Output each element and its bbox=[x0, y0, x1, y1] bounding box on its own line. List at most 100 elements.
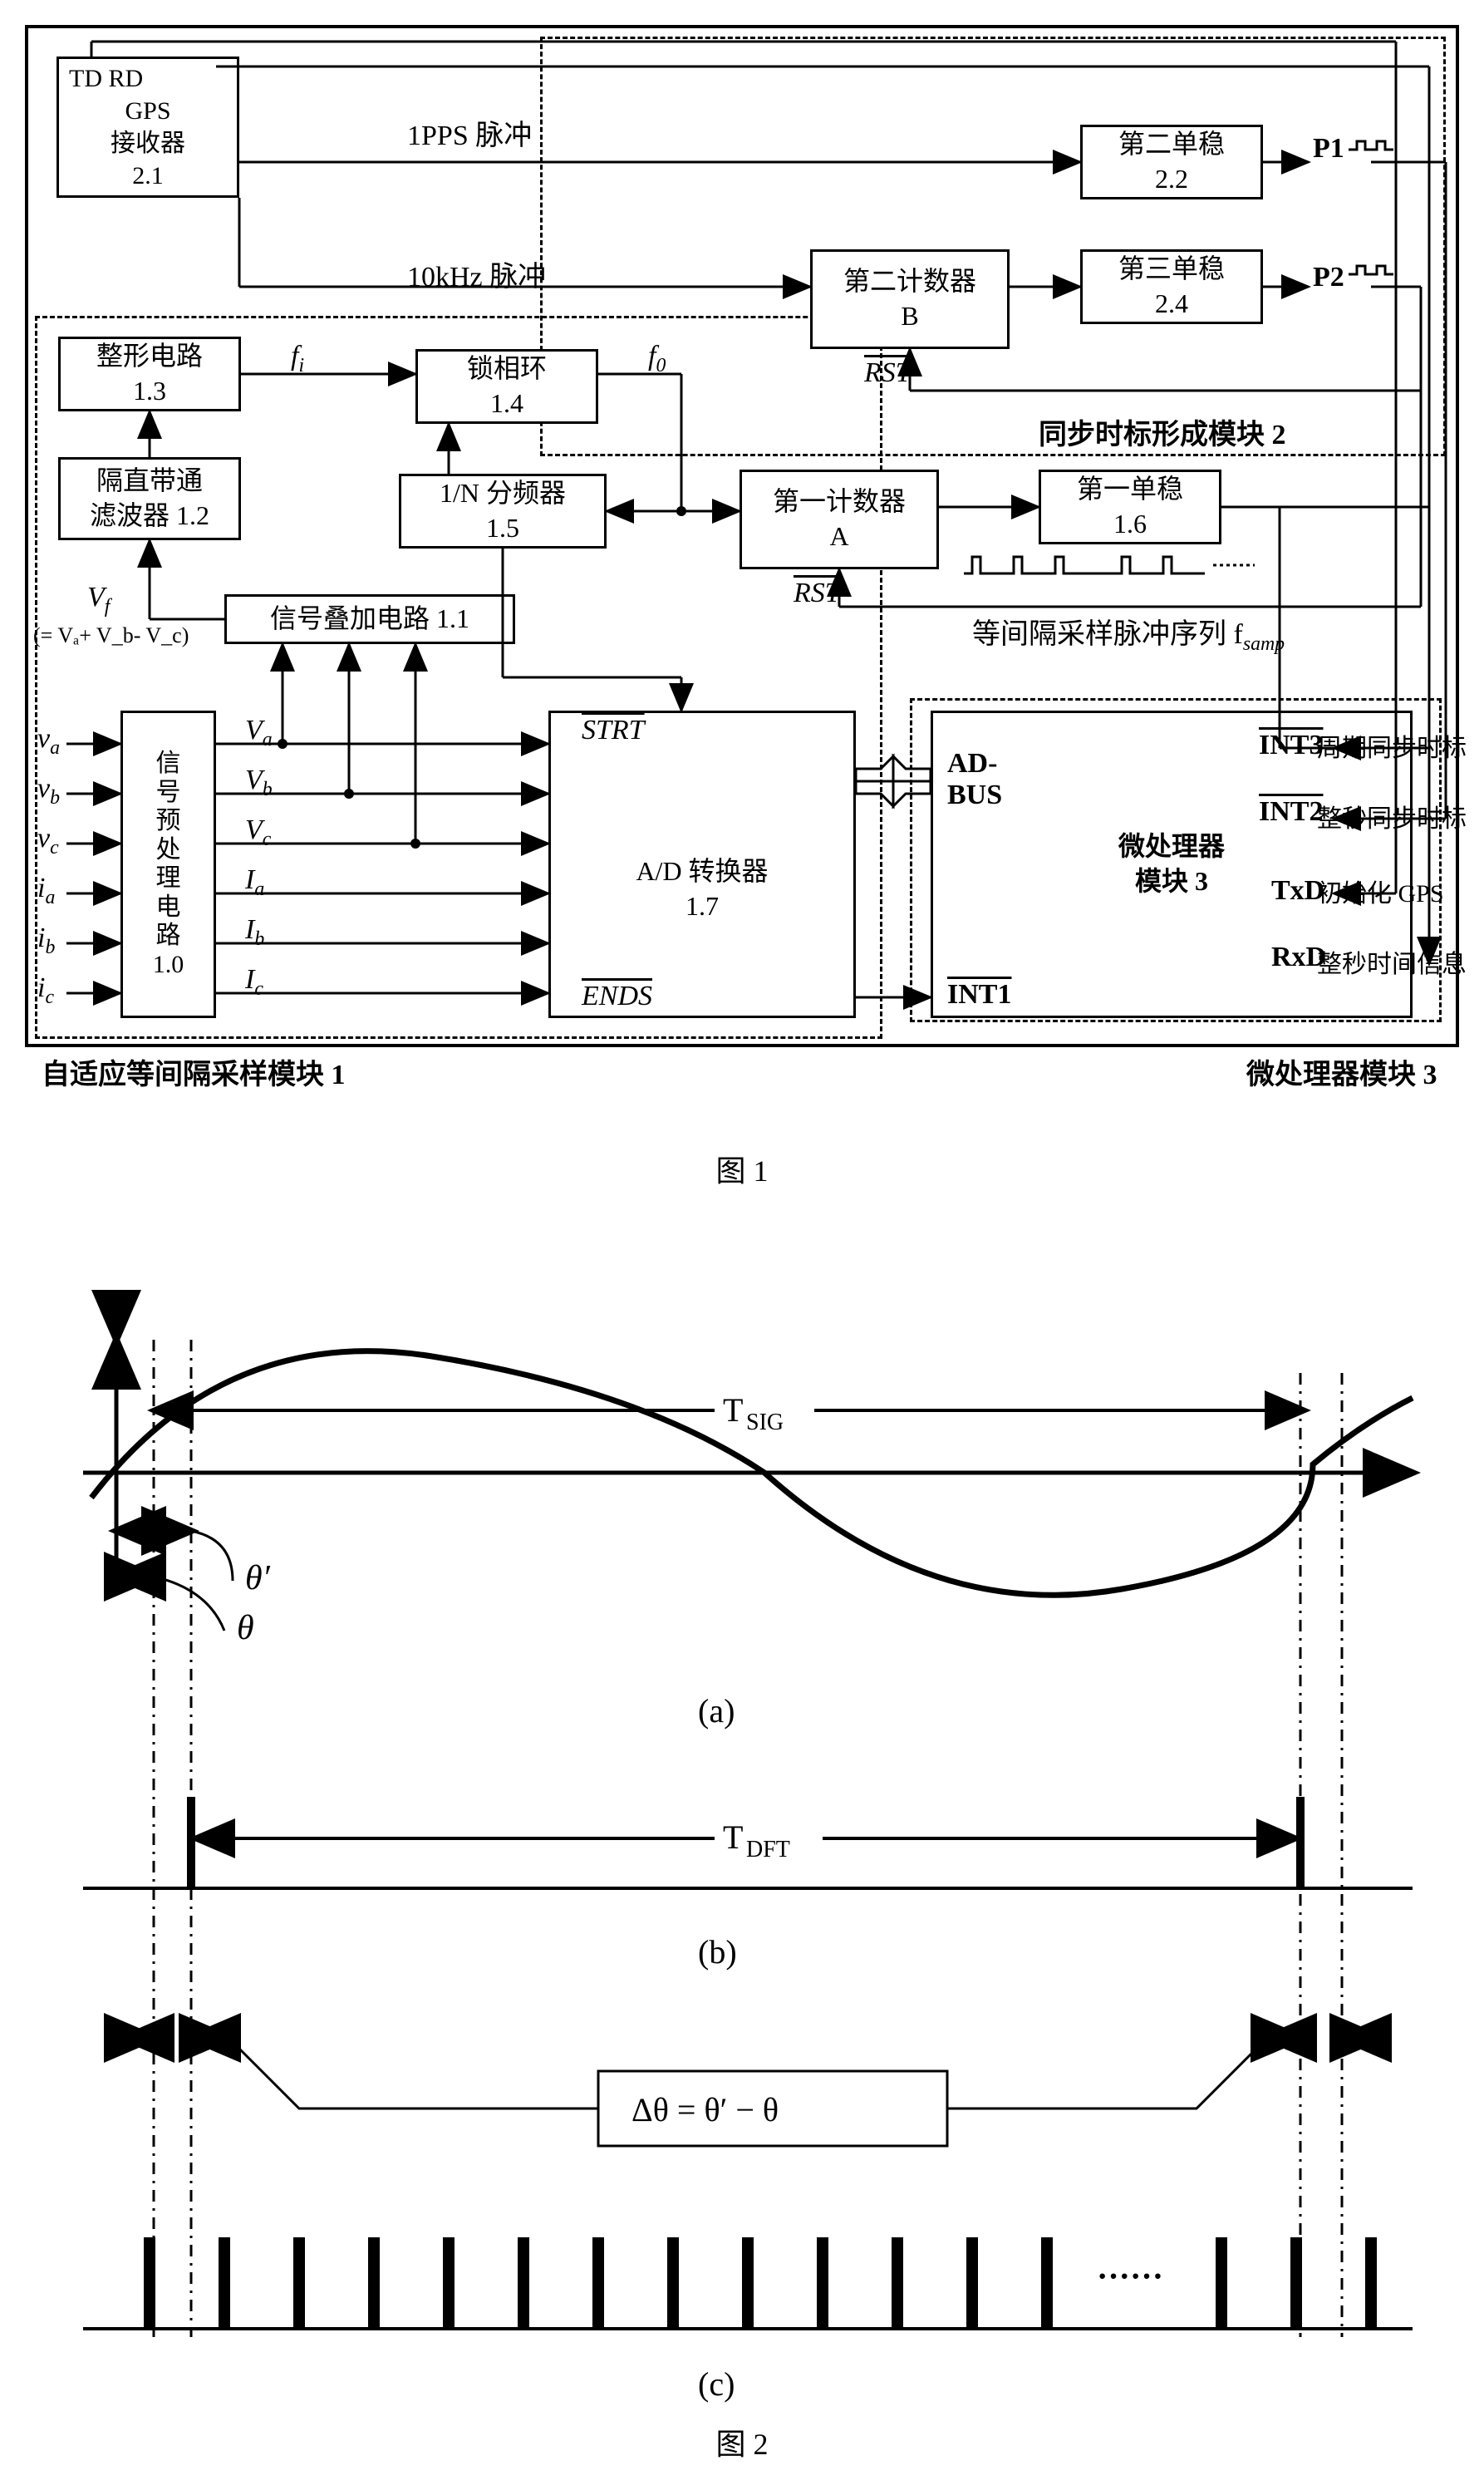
adc-l1: A/D 转换器 bbox=[636, 854, 768, 889]
label-vfeq: (= Vₐ+ V_b- V_c) bbox=[33, 623, 189, 648]
dc-block-bpf: 隔直带通 滤波器 1.2 bbox=[58, 457, 241, 540]
b2cnt-l1: 第二计数器 bbox=[843, 264, 976, 299]
label-1pps: 1PPS 脉冲 bbox=[407, 112, 532, 153]
delta-theta-text: Δθ = θ′ − θ bbox=[631, 2091, 779, 2128]
pp6: 路 bbox=[156, 922, 181, 951]
label-f0: f0 bbox=[648, 341, 666, 377]
gps-receiver-block: TD RD GPS 接收器 2.1 bbox=[57, 57, 239, 198]
bpf-l1: 隔直带通 bbox=[96, 464, 203, 499]
gps-td: TD RD bbox=[69, 62, 143, 95]
adc-l2: 1.7 bbox=[685, 889, 719, 924]
label-adbus: AD- BUS bbox=[947, 748, 1002, 811]
figure-2: T SIG θ′ θ (a) T DFT (b) Δθ = θ′ − θ bbox=[17, 1290, 1467, 2463]
gps-line4: 2.1 bbox=[132, 160, 164, 192]
pp4: 理 bbox=[156, 864, 181, 893]
label-Ib: Ib bbox=[245, 914, 264, 951]
shape-l1: 整形电路 bbox=[96, 339, 203, 374]
label-Vc: Vc bbox=[245, 814, 271, 851]
b2cnt-l2: B bbox=[901, 299, 918, 334]
fig2-svg: T SIG θ′ θ (a) T DFT (b) Δθ = θ′ − θ bbox=[17, 1290, 1467, 2412]
signal-sum-11: 信号叠加电路 1.1 bbox=[224, 594, 515, 644]
tdft-sub: DFT bbox=[746, 1837, 790, 1862]
theta-label: θ bbox=[237, 1609, 254, 1647]
b24-l1: 第三单稳 bbox=[1118, 252, 1225, 287]
label-ib: ib bbox=[37, 923, 55, 959]
fig2-caption: 图 2 bbox=[17, 2420, 1467, 2463]
first-counter-a: 第一计数器 A bbox=[740, 470, 939, 569]
b22-l1: 第二单稳 bbox=[1118, 127, 1225, 162]
second-mono-22: 第二单稳 2.2 bbox=[1080, 125, 1263, 199]
bpf-l2: 滤波器 1.2 bbox=[90, 499, 209, 534]
b22-l2: 2.2 bbox=[1155, 162, 1188, 197]
sum-l1: 信号叠加电路 1.1 bbox=[270, 602, 469, 637]
label-p1: P1 bbox=[1313, 133, 1344, 165]
label-mod1: 自适应等间隔采样模块 1 bbox=[42, 1051, 346, 1092]
divider-1n: 1/N 分频器 1.5 bbox=[399, 474, 607, 549]
gps-line3: 接收器 bbox=[111, 127, 185, 160]
m1-l1: 第一单稳 bbox=[1077, 472, 1183, 507]
pp5: 电 bbox=[156, 893, 181, 923]
label-rstB: RST bbox=[864, 357, 912, 389]
label-vf: Vf bbox=[87, 582, 110, 618]
pulse-train bbox=[150, 2237, 1047, 2329]
b24-l2: 2.4 bbox=[1155, 287, 1188, 322]
label-va: va bbox=[37, 723, 60, 760]
tdft-label: T bbox=[723, 1818, 743, 1856]
gps-line2: GPS bbox=[125, 95, 170, 127]
mpu-l2: 模块 3 bbox=[1118, 864, 1225, 899]
label-Ia: Ia bbox=[245, 864, 264, 901]
tsig-label: T bbox=[723, 1391, 743, 1429]
pp7: 1.0 bbox=[153, 951, 184, 980]
label-int1: INT1 bbox=[947, 979, 1011, 1011]
label-vb: vb bbox=[37, 773, 60, 809]
cntA-l2: A bbox=[829, 519, 848, 554]
divn-l2: 1.5 bbox=[486, 511, 519, 546]
label-fsamp: 等间隔采样脉冲序列 fsamp bbox=[972, 611, 1285, 656]
pll-l2: 1.4 bbox=[490, 386, 523, 421]
fig1-caption: 图 1 bbox=[17, 1147, 1467, 1190]
label-p2: P2 bbox=[1313, 262, 1344, 293]
label-fi: fi bbox=[291, 341, 304, 377]
third-mono-24: 第三单稳 2.4 bbox=[1080, 249, 1263, 324]
second-counter-b: 第二计数器 B bbox=[810, 249, 1010, 349]
signal-preproc-10: 信 号 预 处 理 电 路 1.0 bbox=[120, 711, 216, 1018]
label-rstA: RST bbox=[794, 578, 841, 609]
label-Ic: Ic bbox=[245, 964, 263, 1001]
pp1: 号 bbox=[156, 779, 181, 808]
pp3: 处 bbox=[156, 836, 181, 865]
shaping-circuit: 整形电路 1.3 bbox=[58, 337, 241, 411]
divn-l1: 1/N 分频器 bbox=[440, 476, 566, 511]
label-sec-sync: 整秒同步时标 bbox=[1317, 798, 1467, 834]
label-Va: Va bbox=[245, 715, 273, 751]
label-int2: INT2 bbox=[1259, 796, 1323, 828]
panel-c-label: (c) bbox=[698, 2365, 735, 2403]
label-sec-time: 整秒时间信息 bbox=[1317, 943, 1467, 980]
cntA-l1: 第一计数器 bbox=[773, 485, 906, 519]
panel-a-label: (a) bbox=[698, 1692, 735, 1730]
first-mono-16: 第一单稳 1.6 bbox=[1039, 470, 1221, 544]
label-Vb: Vb bbox=[245, 765, 273, 801]
pulse-ellipsis: ······ bbox=[1097, 2257, 1163, 2295]
label-int3: INT3 bbox=[1259, 730, 1323, 761]
label-cycle-sync: 周期同步时标 bbox=[1317, 727, 1467, 764]
label-vc: vc bbox=[37, 823, 59, 859]
label-strt: STRT bbox=[582, 715, 645, 746]
module2-border bbox=[540, 37, 1446, 456]
mpu-l1: 微处理器 bbox=[1118, 829, 1225, 864]
tsig-sub: SIG bbox=[746, 1410, 784, 1435]
m1-l2: 1.6 bbox=[1113, 507, 1147, 542]
label-ic: ic bbox=[37, 972, 54, 1009]
pp2: 预 bbox=[156, 807, 181, 836]
pll-block: 锁相环 1.4 bbox=[415, 349, 598, 424]
shape-l2: 1.3 bbox=[133, 374, 166, 409]
label-ia: ia bbox=[37, 873, 55, 909]
theta-prime-label: θ′ bbox=[245, 1559, 271, 1597]
pp0: 信 bbox=[156, 750, 181, 779]
panel-b-label: (b) bbox=[698, 1933, 737, 1971]
label-syncmod: 同步时标形成模块 2 bbox=[1039, 411, 1286, 452]
label-10khz: 10kHz 脉冲 bbox=[407, 253, 546, 294]
pll-l1: 锁相环 bbox=[467, 352, 547, 386]
adc-block: A/D 转换器 1.7 bbox=[548, 711, 856, 1018]
label-mod3: 微处理器模块 3 bbox=[1246, 1051, 1437, 1092]
figure-1: TD RD GPS 接收器 2.1 第二单稳 2.2 第二计数器 B 第三单稳 … bbox=[17, 17, 1467, 1139]
